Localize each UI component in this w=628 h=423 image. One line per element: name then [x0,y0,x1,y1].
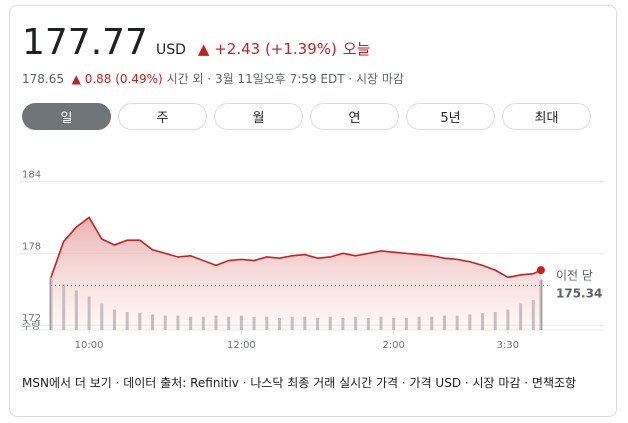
previous-close-value: 175.34 [556,287,602,301]
tab[interactable]: 월 [214,103,303,130]
last-point [536,266,545,275]
after-hours-change: 0.88 (0.49%) [84,72,163,86]
tab[interactable]: 최대 [502,103,591,130]
after-hours-price: 178.65 [22,72,64,86]
after-hours-info: 시간 외 · 3월 11일오후 7:59 EDT · 시장 마감 [166,72,404,86]
volume-label: 수량 [22,320,40,332]
change: +2.43 (+1.39%) [214,40,337,58]
x-tick-label: 3:30 [497,340,519,351]
y-tick-label: 184 [22,170,41,181]
tab[interactable]: 연 [310,103,399,130]
period: 오늘 [342,40,371,58]
x-tick-label: 12:00 [227,340,256,351]
x-tick-label: 2:00 [382,340,404,351]
tabs: 일 주 월 연 5년 최대 [22,103,591,130]
y-tick-label: 172 [22,313,41,324]
tab[interactable]: 주 [118,103,207,130]
card [9,5,617,417]
after-hours-arrow: ▲ [67,72,81,86]
x-tick-label: 10:00 [75,340,104,351]
price: 177.77 [22,22,148,63]
change-arrow: ▲ [197,40,215,58]
price-line [50,216,542,279]
y-tick-label: 178 [22,241,41,252]
area [51,217,541,330]
currency: USD [155,42,186,58]
footer: MSN에서 더 보기 · 데이터 출처: Refinitiv · 나스닥 최종 … [22,376,577,390]
after-hours: 178.65 ▲ 0.88 (0.49%) 시간 외 · 3월 11일오후 7:… [22,70,404,87]
header: 177.77 USD ▲ +2.43 (+1.39%) 오늘 [22,22,370,63]
tab[interactable]: 5년 [406,103,495,130]
tab[interactable]: 일 [22,103,111,130]
previous-close-label: 이전 닫 [556,269,593,283]
